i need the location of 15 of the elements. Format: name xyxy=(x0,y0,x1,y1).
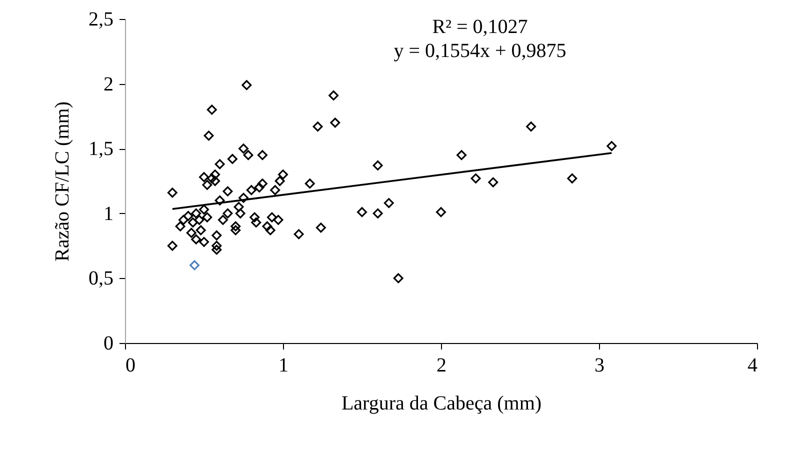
annotation: R² = 0,1027 xyxy=(432,16,528,38)
y-tick-label: 1 xyxy=(104,202,114,225)
y-tick-label: 1,5 xyxy=(88,138,114,160)
y-tick-label: 0,5 xyxy=(88,268,114,290)
annotation: y = 0,1554x + 0,9875 xyxy=(394,40,566,62)
x-tick-label: 4 xyxy=(748,354,758,376)
x-tick-label: 0 xyxy=(126,354,136,376)
y-tick-label: 2 xyxy=(104,73,114,96)
x-axis-title: Largura da Cabeça (mm) xyxy=(341,392,542,414)
y-tick-label: 2,5 xyxy=(88,8,114,30)
x-tick-label: 1 xyxy=(278,354,288,376)
y-axis-title: Razão CF/LC (mm) xyxy=(52,102,74,262)
y-tick-label: 0 xyxy=(104,332,114,354)
x-tick-label: 2 xyxy=(436,354,446,376)
x-tick-label: 3 xyxy=(594,354,604,376)
